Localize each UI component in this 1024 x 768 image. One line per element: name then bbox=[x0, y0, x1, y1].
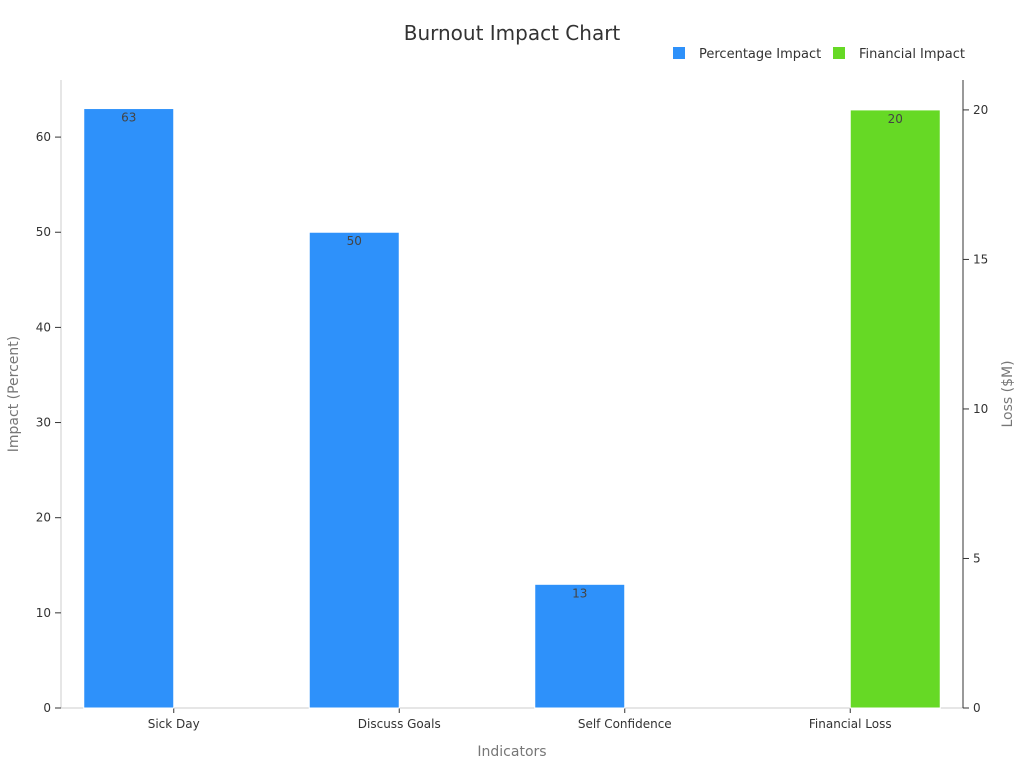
left-y-tick-label: 0 bbox=[43, 701, 51, 715]
right-y-axis-title: Loss ($M) bbox=[1000, 360, 1016, 427]
left-y-tick-label: 40 bbox=[36, 320, 51, 334]
bars-group bbox=[84, 109, 941, 708]
right-y-tick-label: 0 bbox=[973, 701, 981, 715]
bar-data-label: 13 bbox=[572, 586, 587, 600]
bar-data-label: 50 bbox=[347, 234, 362, 248]
x-axis-ticks: Sick Day Discuss Goals Self Confidence Fina… bbox=[148, 708, 892, 731]
x-tick-label: Financial Loss bbox=[809, 717, 892, 731]
legend-label: Percentage Impact bbox=[699, 47, 821, 62]
x-tick-label: Self Confidence bbox=[578, 717, 672, 731]
left-y-axis-title: Impact (Percent) bbox=[6, 336, 22, 452]
right-y-tick-label: 15 bbox=[973, 252, 988, 266]
legend-label: Financial Impact bbox=[859, 47, 965, 62]
right-y-tick-label: 5 bbox=[973, 551, 981, 565]
left-y-tick-label: 20 bbox=[36, 511, 51, 525]
bar-sick-day bbox=[84, 109, 174, 708]
bar-data-label: 20 bbox=[888, 112, 903, 126]
chart-legend: Percentage Impact Financial Impact bbox=[673, 47, 965, 62]
left-y-tick-label: 30 bbox=[36, 416, 51, 430]
bar-self-confidence bbox=[535, 584, 625, 708]
bar-data-label: 63 bbox=[121, 111, 136, 125]
bar-financial-loss bbox=[850, 110, 940, 708]
right-y-axis-ticks: 0 5 10 15 20 bbox=[963, 103, 988, 715]
left-y-tick-label: 50 bbox=[36, 225, 51, 239]
data-labels-group: 63 50 13 20 bbox=[121, 111, 903, 601]
legend-swatch bbox=[673, 47, 685, 59]
x-axis-title: Indicators bbox=[477, 744, 546, 760]
right-y-tick-label: 20 bbox=[973, 103, 988, 117]
left-y-axis-ticks: 0 10 20 30 40 50 60 bbox=[36, 130, 61, 715]
x-tick-label: Sick Day bbox=[148, 717, 200, 731]
legend-swatch bbox=[833, 47, 845, 59]
bar-discuss-goals bbox=[309, 232, 399, 708]
left-y-tick-label: 10 bbox=[36, 606, 51, 620]
chart-title: Burnout Impact Chart bbox=[404, 21, 621, 45]
right-y-tick-label: 10 bbox=[973, 402, 988, 416]
x-tick-label: Discuss Goals bbox=[358, 717, 441, 731]
left-y-tick-label: 60 bbox=[36, 130, 51, 144]
